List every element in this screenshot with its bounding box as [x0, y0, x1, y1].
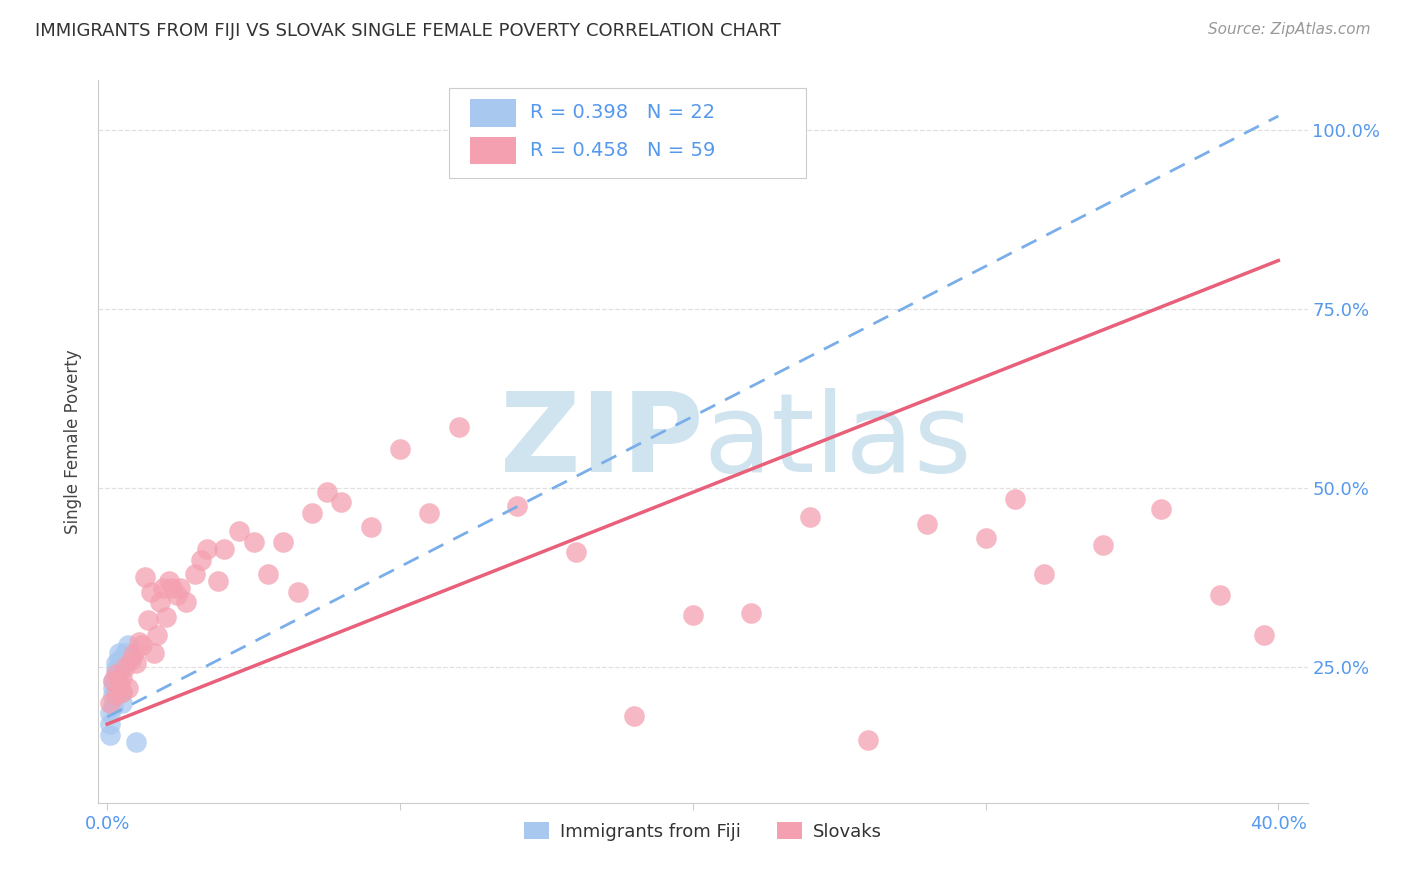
Point [1033, 566, 1056, 581]
Text: Source: ZipAtlas.com: Source: ZipAtlas.com [1208, 22, 1371, 37]
Y-axis label: Single Female Poverty: Single Female Poverty [65, 350, 83, 533]
Point [418, 506, 440, 520]
Point [190, 552, 212, 566]
Point [360, 520, 382, 534]
Point [1091, 538, 1114, 552]
Point [139, 584, 162, 599]
Point [1253, 628, 1275, 642]
Point [111, 685, 134, 699]
Point [184, 566, 207, 581]
Point [134, 570, 156, 584]
Point [117, 639, 139, 653]
Point [242, 534, 264, 549]
Point [214, 541, 236, 556]
Point [122, 646, 145, 660]
Point [974, 531, 997, 545]
Point [160, 581, 183, 595]
Point [149, 595, 172, 609]
Point [111, 696, 134, 710]
Point [155, 609, 177, 624]
Point [98, 696, 121, 710]
Point [125, 735, 148, 749]
Point [108, 653, 131, 667]
Point [166, 588, 188, 602]
Point [128, 635, 150, 649]
Point [169, 581, 191, 595]
Point [207, 574, 229, 588]
Point [799, 509, 821, 524]
Point [388, 442, 411, 456]
Point [146, 628, 169, 642]
Point [682, 608, 704, 623]
Point [564, 545, 586, 559]
Point [195, 541, 218, 556]
Point [740, 606, 762, 620]
Point [143, 646, 166, 660]
Point [157, 574, 180, 588]
Point [131, 639, 153, 653]
Point [104, 664, 127, 678]
Text: atlas: atlas [703, 388, 972, 495]
Point [174, 595, 197, 609]
Text: ZIP: ZIP [499, 388, 703, 495]
Point [506, 499, 529, 513]
Point [101, 689, 124, 703]
FancyBboxPatch shape [449, 87, 806, 178]
Point [915, 516, 938, 531]
Point [301, 506, 323, 520]
Point [315, 484, 337, 499]
Text: R = 0.458   N = 59: R = 0.458 N = 59 [530, 141, 716, 160]
Point [125, 657, 148, 671]
Point [104, 689, 127, 703]
Point [98, 717, 121, 731]
Point [623, 708, 645, 723]
Point [136, 613, 159, 627]
Point [114, 646, 136, 660]
Point [111, 685, 134, 699]
Point [1209, 588, 1232, 602]
Point [104, 667, 127, 681]
Point [447, 420, 470, 434]
Point [1004, 491, 1026, 506]
Point [108, 646, 131, 660]
Point [117, 681, 139, 696]
Point [104, 657, 127, 671]
Point [104, 671, 127, 685]
Text: IMMIGRANTS FROM FIJI VS SLOVAK SINGLE FEMALE POVERTY CORRELATION CHART: IMMIGRANTS FROM FIJI VS SLOVAK SINGLE FE… [35, 22, 780, 40]
Point [108, 667, 131, 681]
Point [101, 674, 124, 689]
Text: R = 0.398   N = 22: R = 0.398 N = 22 [530, 103, 716, 122]
Point [120, 653, 142, 667]
Point [111, 671, 134, 685]
Point [287, 584, 309, 599]
Point [104, 685, 127, 699]
Point [114, 660, 136, 674]
Point [271, 534, 294, 549]
Point [101, 674, 124, 689]
Point [858, 732, 880, 747]
Point [1150, 502, 1173, 516]
FancyBboxPatch shape [470, 136, 516, 164]
FancyBboxPatch shape [470, 99, 516, 127]
Legend: Immigrants from Fiji, Slovaks: Immigrants from Fiji, Slovaks [516, 814, 890, 848]
Point [152, 581, 174, 595]
Point [108, 678, 131, 692]
Point [114, 657, 136, 671]
Point [101, 681, 124, 696]
Point [104, 678, 127, 692]
Point [101, 699, 124, 714]
Point [98, 728, 121, 742]
Point [330, 495, 353, 509]
Point [120, 649, 142, 664]
Point [228, 524, 250, 538]
Point [98, 706, 121, 721]
Point [257, 566, 280, 581]
